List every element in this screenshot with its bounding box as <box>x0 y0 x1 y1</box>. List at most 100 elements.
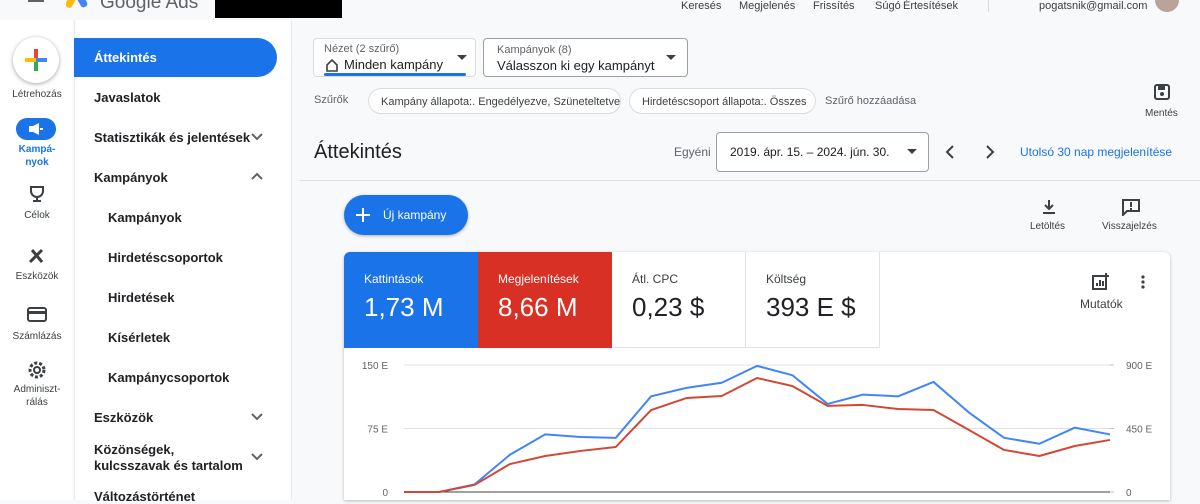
rail-label[interactable]: Célok <box>24 210 50 221</box>
new-campaign-button[interactable]: Új kampány <box>344 195 468 235</box>
metric-value: 1,73 M <box>364 292 444 322</box>
chevron-down[interactable] <box>250 132 264 142</box>
sidebar-item[interactable]: Javaslatok <box>94 90 161 105</box>
divider <box>300 180 1200 181</box>
date-range: 2019. ápr. 15. – 2024. jún. 30. <box>730 145 890 159</box>
sidebar-item[interactable]: Áttekintés <box>94 50 157 65</box>
save-label[interactable]: Mentés <box>1145 108 1178 119</box>
settings-icon <box>28 361 46 379</box>
y2-tick-label: 900 E <box>1126 361 1152 372</box>
redacted-block <box>215 0 342 18</box>
campaign-selector[interactable]: Kampányok (8) Válasszon ki egy kampányt <box>483 38 688 77</box>
nav-item[interactable]: Keresés <box>681 0 722 12</box>
selector-underline <box>324 73 466 76</box>
date-range-picker[interactable]: 2019. ápr. 15. – 2024. jún. 30. <box>716 132 929 172</box>
more-menu[interactable] <box>1139 274 1147 290</box>
campaigns-rail-active[interactable] <box>16 118 56 140</box>
metric-value: 0,23 $ <box>632 292 705 322</box>
billing-icon <box>27 307 47 322</box>
avatar[interactable] <box>1155 0 1179 12</box>
page-title: Áttekintés <box>314 141 402 163</box>
metric-card[interactable]: Költség 393 E $ <box>746 252 880 348</box>
metric-value: 8,66 M <box>498 292 578 322</box>
series-line <box>404 364 1111 493</box>
rail-label[interactable]: Adminiszt- rálás <box>13 384 61 408</box>
nav-item[interactable]: Megjelenés <box>739 0 796 12</box>
metrics-button-label[interactable]: Mutatók <box>1080 297 1123 311</box>
menu-icon[interactable] <box>28 0 46 6</box>
metric-card[interactable]: Kattintások 1,73 M <box>344 252 478 348</box>
chevron-down[interactable] <box>250 412 264 422</box>
y2-tick-label: 0 <box>1126 488 1132 499</box>
y-tick-label: 0 <box>382 488 388 499</box>
metric-label: Kattintások <box>364 272 424 286</box>
selector-label: Kampányok (8) <box>497 44 572 56</box>
selector-value: Minden kampány <box>344 57 443 72</box>
metric-label: Átl. CPC <box>632 272 679 286</box>
button-label: Új kampány <box>383 208 447 222</box>
rail-label[interactable]: Eszközök <box>15 271 59 282</box>
sidebar-subitem[interactable]: Kampánycsoportok <box>108 370 230 385</box>
filter-chip[interactable]: Hirdetéscsoport állapota:. Összes <box>629 88 816 114</box>
filter-chip[interactable]: Kampány állapota:. Engedélyezve, Szünete… <box>368 88 621 114</box>
sidebar-subitem[interactable]: Hirdetések <box>108 290 175 305</box>
plus-icon <box>25 49 47 71</box>
filters-label: Szűrők <box>314 94 349 106</box>
last-30-link[interactable]: Utolsó 30 nap megjelenítése <box>1020 145 1173 159</box>
rail-label[interactable]: Kampá- nyok <box>18 144 56 168</box>
home-icon <box>326 58 338 72</box>
chevron-down[interactable] <box>250 452 264 462</box>
caret <box>907 149 917 154</box>
ads-logo <box>66 0 88 8</box>
caret <box>457 55 467 60</box>
rail-label[interactable]: Számlázás <box>12 331 62 342</box>
sidebar-item[interactable]: Statisztikák és jelentések <box>94 130 251 145</box>
sidebar-item[interactable]: Közönségek, kulcsszavak és tartalom <box>94 442 243 473</box>
metric-value: 393 E $ <box>766 292 856 322</box>
divider <box>988 0 989 12</box>
selector-label: Nézet (2 szűrő) <box>324 43 400 55</box>
metric-label: Megjelenítések <box>498 272 579 286</box>
sidebar-subitem[interactable]: Kísérletek <box>108 330 171 345</box>
next-arrow[interactable] <box>983 144 997 160</box>
trophy-icon <box>30 186 44 202</box>
chevron-up[interactable] <box>250 172 264 182</box>
sidebar-item[interactable]: Eszközök <box>94 410 154 425</box>
add-filter[interactable]: Szűrő hozzáadása <box>825 95 917 107</box>
y-tick-label: 150 E <box>362 361 388 372</box>
tools-icon <box>28 248 44 264</box>
metric-card[interactable]: Átl. CPC 0,23 $ <box>612 252 746 348</box>
series-line <box>404 376 1111 493</box>
sidebar-subitem[interactable]: Kampányok <box>108 210 182 225</box>
feedback-label[interactable]: Visszajelzés <box>1102 221 1157 232</box>
nav-item[interactable]: Értesítések <box>903 0 959 12</box>
sidebar-subitem[interactable]: Hirdetéscsoportok <box>108 250 223 265</box>
download-label[interactable]: Letöltés <box>1030 221 1066 232</box>
view-selector[interactable]: Nézet (2 szűrő) Minden kampány <box>313 38 476 77</box>
nav-item[interactable]: Súgó <box>875 0 901 12</box>
sidebar-item[interactable]: Változástörténet <box>94 489 196 504</box>
sidebar-active[interactable] <box>74 38 277 77</box>
megaphone-icon <box>29 123 43 135</box>
sidebar <box>74 20 292 500</box>
y-tick-label: 75 E <box>367 425 388 436</box>
metrics-icon[interactable] <box>1092 273 1110 291</box>
save-icon[interactable] <box>1154 84 1170 100</box>
rail-label[interactable]: Létrehozás <box>12 89 62 100</box>
y2-tick-label: 450 E <box>1126 425 1152 436</box>
account-email[interactable]: pogatsnik@gmail.com <box>1039 0 1148 12</box>
nav-item[interactable]: Frissítés <box>813 0 855 12</box>
sidebar-item[interactable]: Kampányok <box>94 170 168 185</box>
metric-label: Költség <box>766 272 807 286</box>
top-bar: Google Ads Keresés Megjelenés Frissítés … <box>0 0 1200 20</box>
product-name: Google Ads <box>100 0 199 13</box>
metric-card[interactable]: Megjelenítések 8,66 M <box>478 252 612 348</box>
feedback-icon[interactable] <box>1122 199 1140 216</box>
range-type: Egyéni <box>674 145 711 159</box>
caret <box>666 55 676 60</box>
download-icon[interactable] <box>1041 199 1057 215</box>
prev-arrow[interactable] <box>943 144 957 160</box>
performance-chart: 0 75 E 150 E 0 450 E 900 E <box>362 361 1153 499</box>
create-button[interactable] <box>13 37 59 83</box>
